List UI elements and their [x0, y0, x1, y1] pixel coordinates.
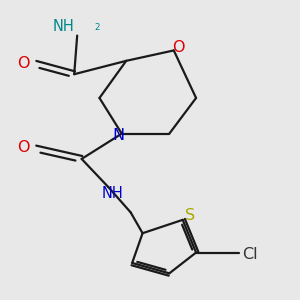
Text: O: O: [172, 40, 184, 55]
Text: Cl: Cl: [242, 247, 257, 262]
Text: O: O: [17, 56, 30, 71]
Text: S: S: [185, 208, 195, 224]
Text: O: O: [17, 140, 30, 155]
Text: $\mathregular{_2}$: $\mathregular{_2}$: [94, 20, 100, 33]
Text: NH: NH: [52, 19, 74, 34]
Text: NH: NH: [102, 186, 124, 201]
Text: N: N: [113, 128, 125, 143]
